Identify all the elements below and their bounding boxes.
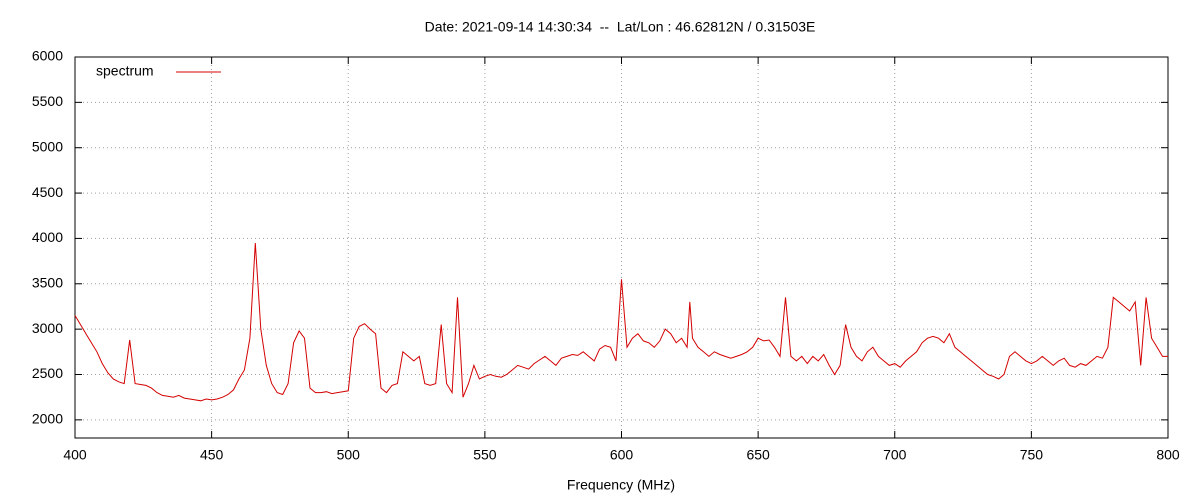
y-tick-label: 5000 [32,138,63,154]
x-tick-label: 650 [746,447,770,463]
x-tick-label: 600 [610,447,634,463]
x-tick-label: 550 [473,447,497,463]
x-tick-label: 700 [883,447,907,463]
x-tick-label: 750 [1020,447,1044,463]
x-tick-label: 400 [63,447,87,463]
y-tick-label: 5500 [32,93,63,109]
y-tick-label: 2500 [32,365,63,381]
spectrum-line [74,242,1168,402]
y-tick-label: 3000 [32,320,63,336]
y-tick-label: 4500 [32,184,63,200]
x-axis-label: Frequency (MHz) [567,477,675,493]
x-tick-label: 450 [200,447,224,463]
y-tick-label: 6000 [32,48,63,64]
x-tick-label: 500 [337,447,361,463]
chart-title: Date: 2021-09-14 14:30:34 -- Lat/Lon : 4… [425,19,816,35]
y-tick-label: 4000 [32,229,63,245]
y-tick-label: 3500 [32,274,63,290]
plot-border [74,56,1169,439]
y-tick-label: 2000 [32,411,63,427]
x-tick-label: 800 [1156,447,1180,463]
legend-label: spectrum [96,63,154,79]
